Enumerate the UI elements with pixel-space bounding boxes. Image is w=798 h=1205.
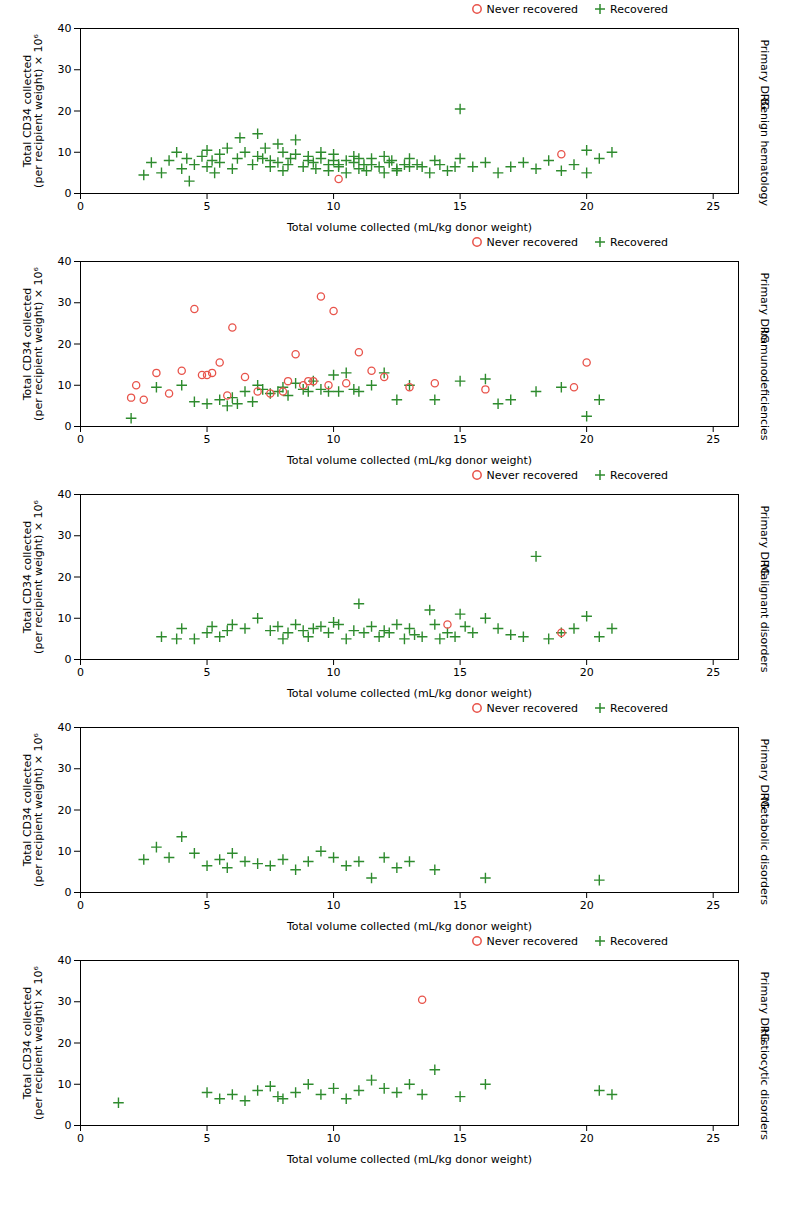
html-text:Never recovered: Never recovered [486, 468, 578, 482]
html-text:Recovered: Recovered [610, 2, 668, 16]
svg-text:10: 10 [327, 1132, 341, 1145]
svg-text:15: 15 [453, 899, 467, 912]
svg-text:Total CD34 collected(per recip: Total CD34 collected(per recipient weigh… [21, 34, 45, 188]
svg-text:Primary DRG: Primary DRG [758, 505, 771, 576]
svg-text:0: 0 [65, 1119, 72, 1132]
svg-text:0: 0 [65, 653, 72, 666]
svg-text:Total volume collected (mL/kg: Total volume collected (mL/kg donor weig… [286, 920, 532, 933]
html-text:Recovered: Recovered [610, 701, 668, 715]
svg-text:30: 30 [58, 529, 72, 542]
svg-text:0: 0 [65, 187, 72, 200]
svg-text:0: 0 [77, 200, 84, 213]
svg-text:40: 40 [58, 488, 72, 501]
svg-text:Metabolic disorders: Metabolic disorders [758, 797, 771, 905]
svg-text:20: 20 [580, 666, 594, 679]
svg-text:0: 0 [65, 420, 72, 433]
html-text:Never recovered: Never recovered [486, 2, 578, 16]
svg-text:25: 25 [706, 433, 720, 446]
svg-text:40: 40 [58, 721, 72, 734]
svg-text:10: 10 [58, 845, 72, 858]
svg-text:0: 0 [77, 1132, 84, 1145]
svg-text:Total volume collected (mL/kg: Total volume collected (mL/kg donor weig… [286, 1153, 532, 1166]
svg-text:Immunodeficiencies: Immunodeficiencies [758, 330, 771, 441]
svg-text:5: 5 [204, 433, 211, 446]
svg-text:10: 10 [327, 433, 341, 446]
svg-text:0: 0 [77, 899, 84, 912]
svg-text:20: 20 [580, 899, 594, 912]
svg-text:Total volume collected (mL/kg: Total volume collected (mL/kg donor weig… [286, 454, 532, 467]
svg-text:15: 15 [453, 433, 467, 446]
svg-text:40: 40 [58, 954, 72, 967]
svg-text:Total CD34 collected(per recip: Total CD34 collected(per recipient weigh… [21, 966, 45, 1120]
svg-text:20: 20 [58, 1037, 72, 1050]
svg-text:Histiocytic disorders: Histiocytic disorders [758, 1029, 771, 1141]
html-text:Recovered: Recovered [610, 934, 668, 948]
svg-text:30: 30 [58, 995, 72, 1008]
svg-text:5: 5 [204, 666, 211, 679]
html-text:Never recovered: Never recovered [486, 701, 578, 715]
svg-text:5: 5 [204, 200, 211, 213]
svg-text:Total volume collected (mL/kg: Total volume collected (mL/kg donor weig… [286, 687, 532, 700]
svg-text:20: 20 [58, 804, 72, 817]
svg-text:0: 0 [77, 666, 84, 679]
svg-text:30: 30 [58, 762, 72, 775]
svg-text:10: 10 [58, 146, 72, 159]
svg-text:25: 25 [706, 666, 720, 679]
svg-text:20: 20 [58, 105, 72, 118]
svg-text:0: 0 [65, 886, 72, 899]
svg-text:40: 40 [58, 22, 72, 35]
svg-text:Total CD34 collected(per recip: Total CD34 collected(per recipient weigh… [21, 267, 45, 421]
svg-text:Primary DRG: Primary DRG [758, 971, 771, 1042]
svg-text:Benign hematology: Benign hematology [758, 99, 771, 207]
svg-text:5: 5 [204, 1132, 211, 1145]
svg-text:10: 10 [58, 612, 72, 625]
svg-text:40: 40 [58, 255, 72, 268]
svg-text:10: 10 [327, 899, 341, 912]
svg-text:0: 0 [77, 433, 84, 446]
svg-text:15: 15 [453, 200, 467, 213]
svg-text:20: 20 [58, 338, 72, 351]
svg-text:15: 15 [453, 1132, 467, 1145]
svg-text:20: 20 [580, 433, 594, 446]
svg-text:5: 5 [204, 899, 211, 912]
svg-text:Total volume collected (mL/kg: Total volume collected (mL/kg donor weig… [286, 221, 532, 234]
svg-text:20: 20 [58, 571, 72, 584]
svg-text:Total CD34 collected(per recip: Total CD34 collected(per recipient weigh… [21, 733, 45, 887]
svg-text:Total CD34 collected(per recip: Total CD34 collected(per recipient weigh… [21, 500, 45, 654]
svg-text:25: 25 [706, 899, 720, 912]
html-text:Recovered: Recovered [610, 468, 668, 482]
svg-text:Primary DRG: Primary DRG [758, 39, 771, 110]
html-text:Recovered: Recovered [610, 235, 668, 249]
svg-text:25: 25 [706, 200, 720, 213]
svg-text:30: 30 [58, 63, 72, 76]
svg-text:Primary DRG: Primary DRG [758, 272, 771, 343]
html-text:Never recovered: Never recovered [486, 934, 578, 948]
svg-text:20: 20 [580, 1132, 594, 1145]
svg-text:15: 15 [453, 666, 467, 679]
svg-text:30: 30 [58, 296, 72, 309]
svg-text:Primary DRG: Primary DRG [758, 738, 771, 809]
svg-text:10: 10 [58, 379, 72, 392]
svg-text:10: 10 [58, 1078, 72, 1091]
html-text:Never recovered: Never recovered [486, 235, 578, 249]
svg-text:10: 10 [327, 666, 341, 679]
svg-text:20: 20 [580, 200, 594, 213]
svg-text:Malignant disorders: Malignant disorders [758, 564, 771, 673]
svg-text:10: 10 [327, 200, 341, 213]
svg-text:25: 25 [706, 1132, 720, 1145]
